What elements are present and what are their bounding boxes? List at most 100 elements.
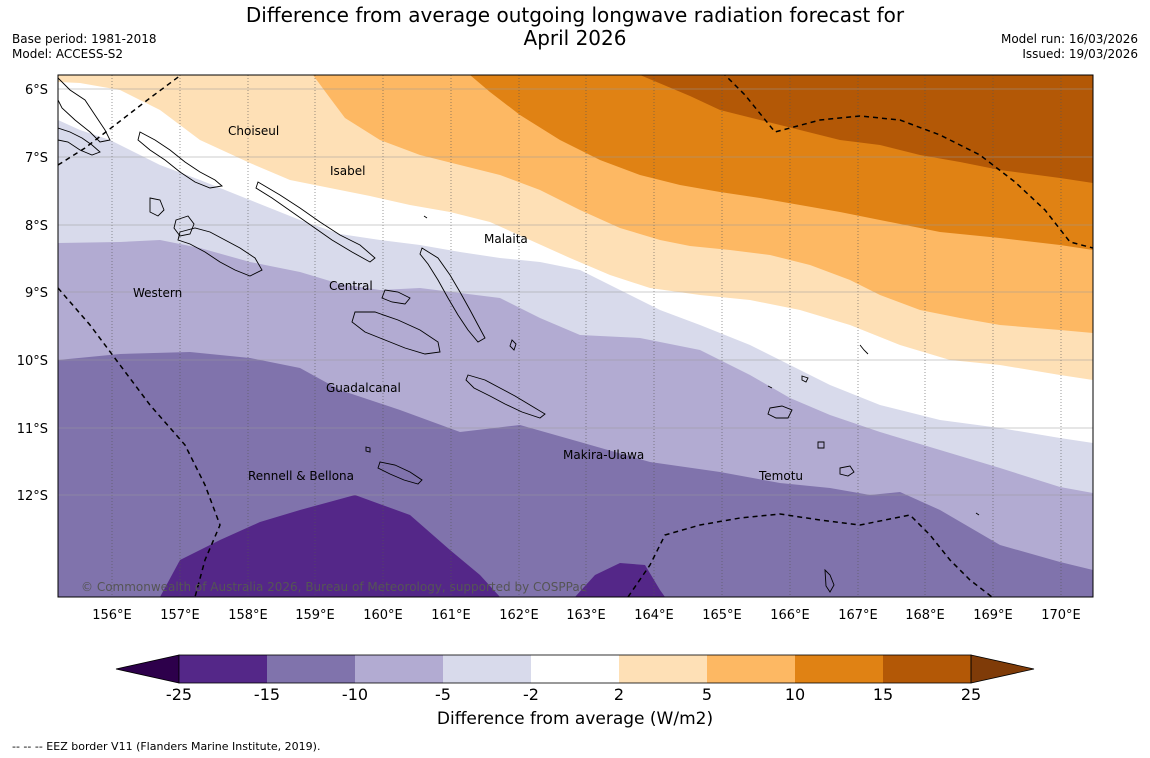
island-anuta bbox=[975, 512, 980, 516]
title-line-2: April 2026 bbox=[523, 26, 627, 50]
lon-label: 158°E bbox=[228, 608, 268, 623]
island-vella-lavella bbox=[173, 215, 195, 237]
lon-label: 168°E bbox=[905, 608, 945, 623]
model-name: Model: ACCESS-S2 bbox=[12, 47, 124, 61]
lat-labels: 6°S 7°S 8°S 9°S 10°S 11°S 12°S bbox=[17, 83, 48, 504]
island-ontong-java bbox=[423, 215, 428, 219]
colorbar-segment bbox=[355, 655, 443, 683]
lat-label: 7°S bbox=[25, 151, 48, 166]
label-rennell-bellona: Rennell & Bellona bbox=[248, 469, 354, 483]
meta-right: Model run: 16/03/2026 Issued: 19/03/2026 bbox=[1001, 32, 1138, 62]
island-utupua bbox=[817, 441, 825, 449]
colorbar-extend-high bbox=[970, 654, 1035, 684]
lat-label: 9°S bbox=[25, 286, 48, 301]
colorbar-label: 10 bbox=[785, 685, 805, 704]
island-buka bbox=[58, 127, 101, 156]
island-sikaiana bbox=[767, 385, 773, 389]
eez-border-north-west bbox=[58, 75, 183, 166]
label-makira-ulawa: Makira-Ulawa bbox=[563, 448, 644, 462]
label-temotu: Temotu bbox=[758, 469, 803, 483]
colorbar-frame bbox=[178, 654, 972, 684]
island-rennell bbox=[377, 461, 423, 485]
island-santa-cruz bbox=[767, 405, 793, 419]
colorbar-segment bbox=[795, 655, 883, 683]
map-area: © Commonwealth of Australia 2026, Bureau… bbox=[58, 75, 1093, 597]
meta-left: Base period: 1981-2018 Model: ACCESS-S2 bbox=[12, 32, 157, 62]
lat-label: 11°S bbox=[17, 422, 48, 437]
gridlines bbox=[58, 75, 1093, 597]
label-guadalcanal: Guadalcanal bbox=[326, 381, 401, 395]
lon-label: 167°E bbox=[838, 608, 878, 623]
lat-label: 12°S bbox=[17, 489, 48, 504]
colorbar-label: 15 bbox=[873, 685, 893, 704]
island-isabel bbox=[255, 181, 376, 263]
colorbar-segment bbox=[531, 655, 619, 683]
lon-label: 170°E bbox=[1041, 608, 1081, 623]
lon-labels: 156°E 157°E 158°E 159°E 160°E 161°E 162°… bbox=[92, 608, 1081, 623]
lat-label: 10°S bbox=[17, 354, 48, 369]
colorbar-segment bbox=[179, 655, 267, 683]
island-bellona bbox=[365, 446, 371, 453]
band-minus15-minus25-west bbox=[160, 495, 500, 597]
colorbar-label: -10 bbox=[342, 685, 368, 704]
island-duff bbox=[859, 344, 869, 355]
island-bougainville bbox=[58, 77, 111, 143]
label-isabel: Isabel bbox=[330, 164, 365, 178]
colorbar-segment bbox=[883, 655, 971, 683]
island-new-georgia bbox=[177, 227, 263, 277]
base-period: Base period: 1981-2018 bbox=[12, 32, 157, 46]
lon-label: 161°E bbox=[431, 608, 471, 623]
lon-label: 164°E bbox=[634, 608, 674, 623]
label-western: Western bbox=[133, 286, 182, 300]
lon-label: 163°E bbox=[566, 608, 606, 623]
map-frame bbox=[57, 74, 1094, 598]
copyright-text: © Commonwealth of Australia 2026, Bureau… bbox=[81, 580, 586, 594]
label-malaita: Malaita bbox=[484, 232, 528, 246]
issued-date: Issued: 19/03/2026 bbox=[1022, 47, 1138, 61]
colorbar-segment bbox=[443, 655, 531, 683]
title-line-1: Difference from average outgoing longwav… bbox=[245, 3, 905, 27]
colorbar-label: 2 bbox=[614, 685, 624, 704]
band-plus15-plus25 bbox=[640, 75, 1093, 183]
colorbar-label: -15 bbox=[254, 685, 280, 704]
eez-border-south-east bbox=[627, 513, 993, 597]
island-makira bbox=[465, 374, 546, 419]
colorbar-extend-low bbox=[115, 654, 180, 684]
chart-title: Difference from average outgoing longwav… bbox=[0, 4, 1150, 50]
colorbar: -25 -15 -10 -5 -2 2 5 10 15 25 bbox=[115, 654, 1035, 704]
lon-label: 166°E bbox=[770, 608, 810, 623]
lat-label: 6°S bbox=[25, 83, 48, 98]
colorbar-label: -25 bbox=[166, 685, 192, 704]
colorbar-segment bbox=[707, 655, 795, 683]
lon-label: 162°E bbox=[499, 608, 539, 623]
island-vanikoro bbox=[839, 465, 855, 477]
label-choiseul: Choiseul bbox=[228, 124, 279, 138]
colorbar-label: -2 bbox=[523, 685, 539, 704]
lon-label: 157°E bbox=[160, 608, 200, 623]
eez-borders bbox=[58, 75, 1093, 597]
model-run: Model run: 16/03/2026 bbox=[1000, 32, 1138, 46]
colorbar-label: 25 bbox=[961, 685, 981, 704]
colorbar-segment bbox=[619, 655, 707, 683]
colorbar-label: -5 bbox=[435, 685, 451, 704]
island-ulawa bbox=[509, 339, 517, 351]
lon-label: 165°E bbox=[702, 608, 742, 623]
lon-label: 159°E bbox=[295, 608, 335, 623]
eez-legend: -- -- -- EEZ border V11 (Flanders Marine… bbox=[12, 740, 321, 753]
island-reef-islands bbox=[801, 375, 809, 383]
islands bbox=[58, 77, 980, 593]
place-labels: Choiseul Isabel Malaita Central Western … bbox=[133, 124, 803, 483]
colorbar-label: 5 bbox=[702, 685, 712, 704]
lon-label: 169°E bbox=[973, 608, 1013, 623]
island-ranongga bbox=[149, 197, 165, 217]
colorbar-segment bbox=[267, 655, 355, 683]
band-minus15-minus25-east bbox=[575, 563, 665, 597]
island-tikopia bbox=[824, 568, 835, 593]
island-malaita bbox=[419, 247, 486, 343]
eez-border-west bbox=[58, 287, 221, 597]
island-choiseul bbox=[137, 131, 224, 189]
island-nggela bbox=[381, 289, 411, 305]
eez-border-north-east bbox=[723, 75, 1093, 249]
lat-label: 8°S bbox=[25, 219, 48, 234]
